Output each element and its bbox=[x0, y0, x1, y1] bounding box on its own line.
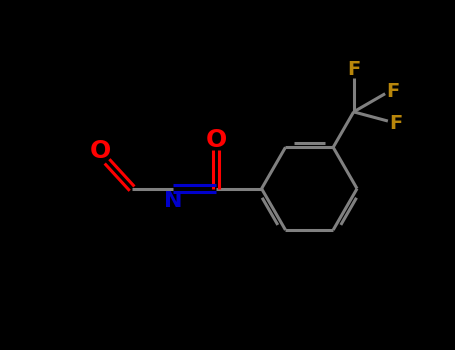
Text: O: O bbox=[90, 139, 111, 163]
Text: F: F bbox=[389, 114, 403, 133]
Text: F: F bbox=[347, 60, 360, 79]
Text: F: F bbox=[387, 82, 400, 101]
Text: O: O bbox=[206, 128, 227, 152]
Text: N: N bbox=[164, 191, 182, 211]
